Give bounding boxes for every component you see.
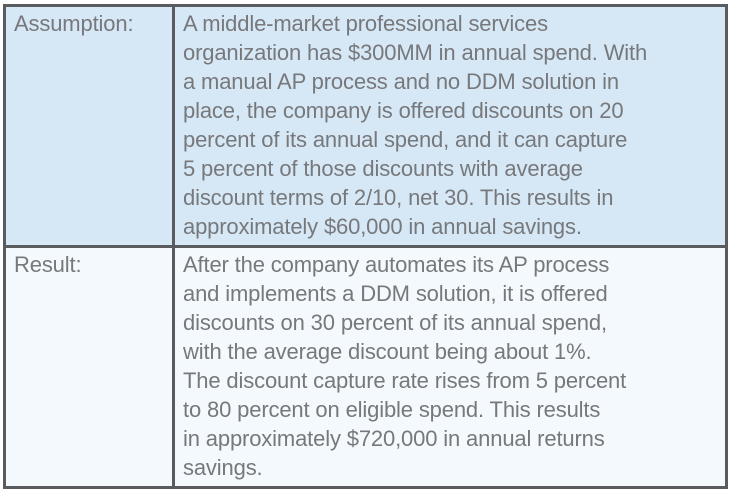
assumption-result-table: Assumption: A middle-market professional… [3,4,728,489]
table-row-assumption: Assumption: A middle-market professional… [3,4,728,248]
table-row-result: Result: After the company automates its … [3,245,728,489]
assumption-text: A middle-market professional services or… [172,4,728,248]
assumption-label: Assumption: [3,4,175,248]
result-text: After the company automates its AP proce… [172,245,728,489]
result-label: Result: [3,245,175,489]
